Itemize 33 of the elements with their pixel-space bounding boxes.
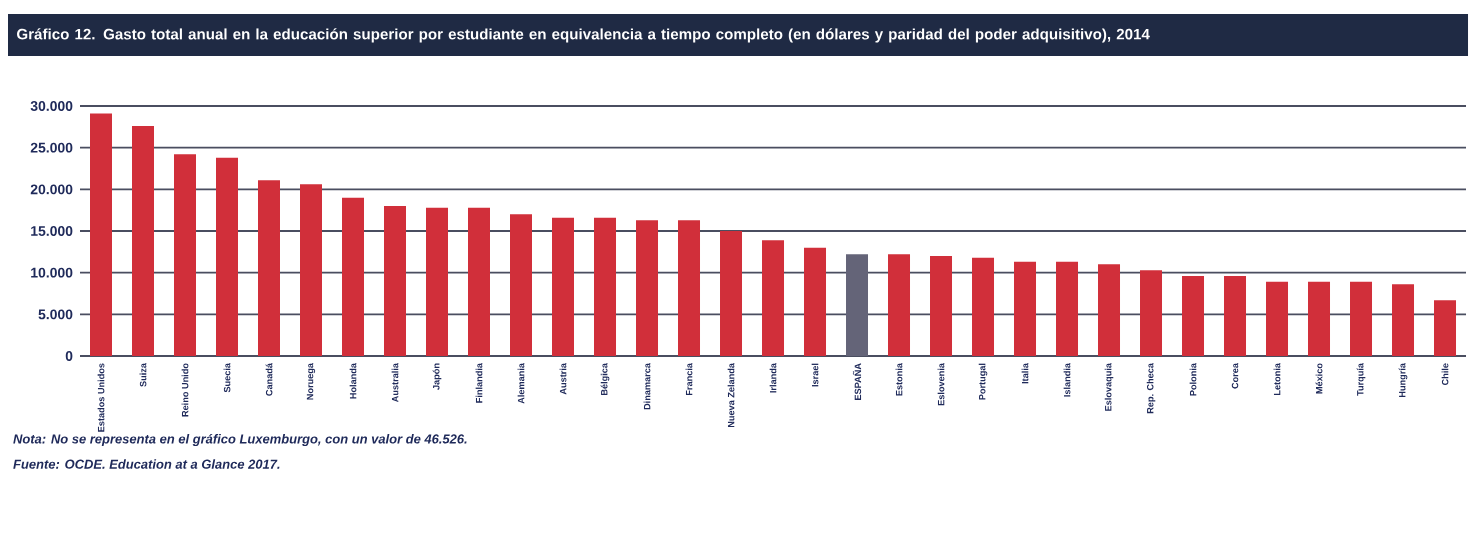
bar (468, 207, 490, 356)
bar (510, 214, 532, 356)
bar (552, 217, 574, 356)
bar (1014, 261, 1037, 356)
bar (90, 113, 112, 356)
bar (342, 197, 364, 356)
bar (258, 180, 280, 356)
bar (1266, 281, 1289, 356)
bar (888, 254, 911, 356)
bar (804, 247, 827, 356)
bar (720, 231, 743, 356)
bar (1308, 281, 1331, 356)
bar (1224, 276, 1247, 356)
bar (1056, 261, 1079, 356)
bar (846, 254, 869, 356)
bar (930, 256, 953, 356)
bar (1350, 281, 1373, 356)
bar (1140, 270, 1163, 356)
bar (762, 240, 785, 356)
bar (1098, 264, 1121, 356)
bar (132, 125, 154, 356)
bar (300, 184, 322, 356)
bar (1392, 284, 1415, 356)
bar (972, 257, 995, 356)
bar (678, 220, 701, 356)
bar (594, 217, 617, 356)
bar (384, 206, 406, 356)
bar (636, 220, 659, 356)
bar (216, 157, 238, 356)
bar (426, 207, 448, 356)
bar (1182, 276, 1205, 356)
bar (174, 154, 196, 356)
bar (1434, 300, 1457, 356)
